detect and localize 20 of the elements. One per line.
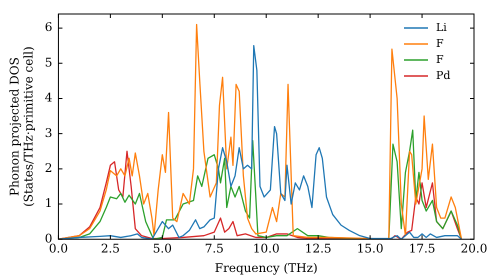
y-axis-title: Phonon projected DOS (States/THz·primitive cell): [7, 46, 36, 207]
legend-label: Pd: [436, 68, 450, 82]
x-tick-label: 15.0: [356, 242, 384, 256]
legend-label: Li: [436, 20, 448, 34]
legend-label: F: [436, 52, 444, 66]
y-tick-label: 1: [44, 196, 52, 210]
x-tick-label: 7.5: [204, 242, 224, 256]
x-tick-label: 5.0: [152, 242, 172, 256]
legend-label: F: [436, 36, 444, 50]
x-tick-label: 12.5: [304, 242, 332, 256]
y-tick-label: 5: [44, 55, 52, 70]
y-tick-label: 4: [44, 90, 53, 105]
y-tick-label: 6: [44, 20, 52, 34]
x-tick-label: 17.5: [408, 242, 436, 256]
x-tick-label: 2.5: [100, 242, 120, 256]
y-tick-label: 2: [44, 160, 52, 175]
x-axis-title: Frequency (THz): [214, 260, 318, 275]
x-tick-label: 10.0: [252, 242, 280, 256]
y-tick-label: 3: [44, 126, 52, 140]
x-tick-label: 20.0: [460, 242, 488, 256]
